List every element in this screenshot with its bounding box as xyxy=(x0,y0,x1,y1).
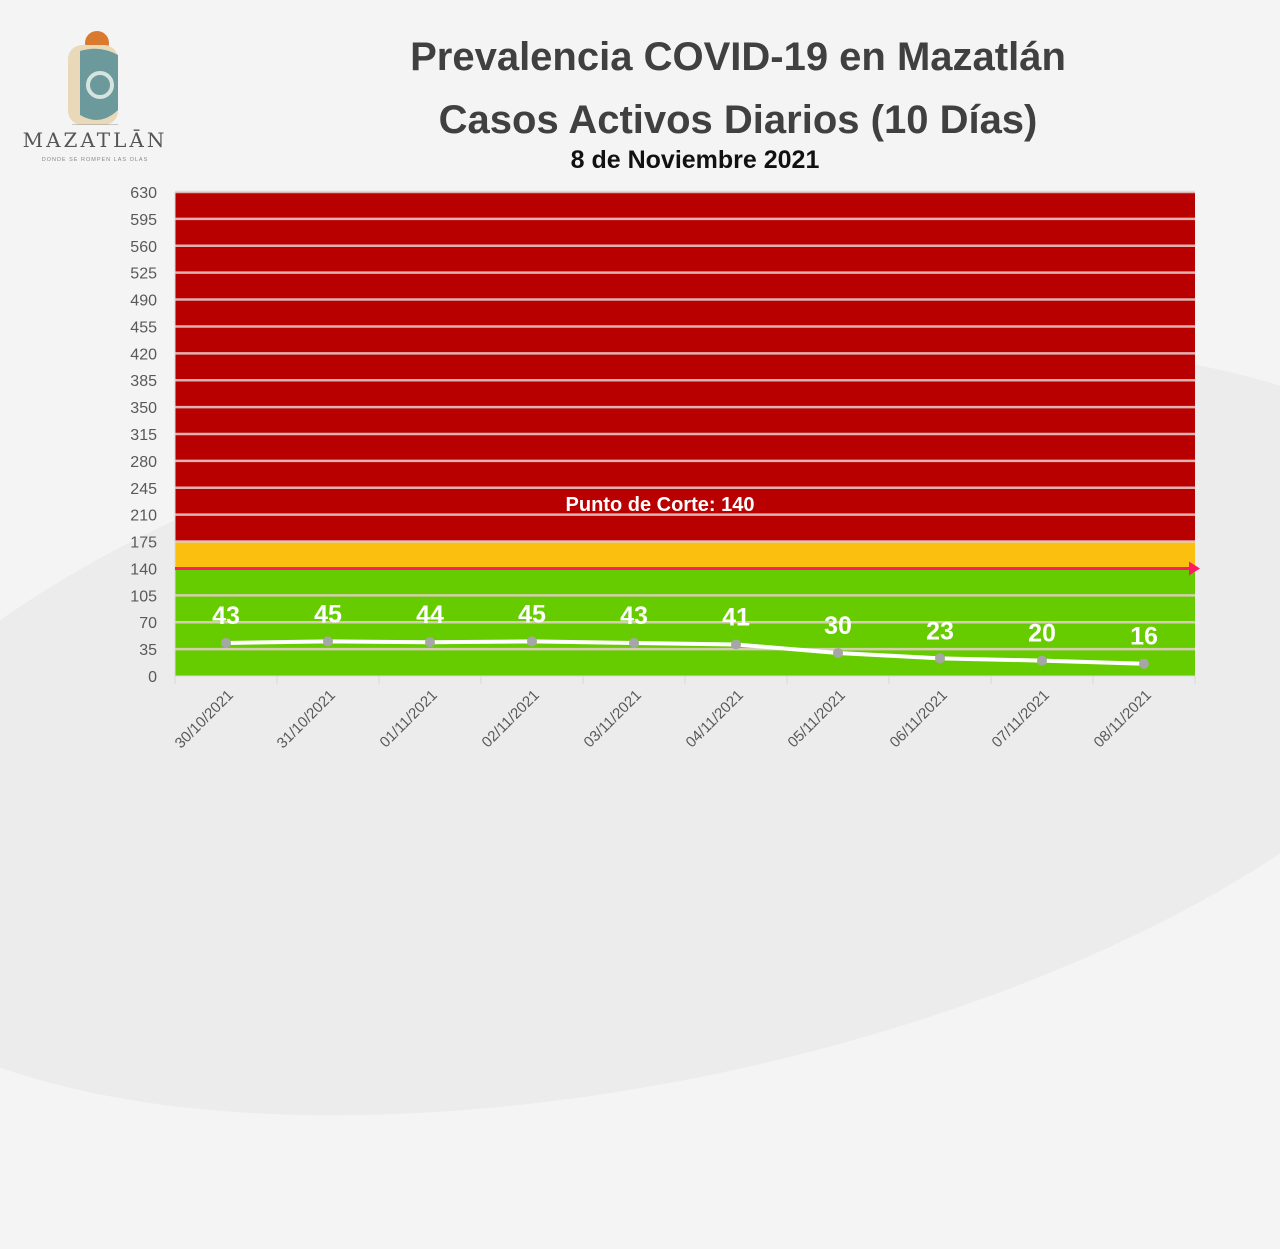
y-tick-label: 140 xyxy=(130,561,157,578)
y-tick-label: 315 xyxy=(130,427,157,444)
y-tick-label: 525 xyxy=(130,266,157,283)
data-label: 45 xyxy=(518,600,546,628)
x-tick-label: 02/11/2021 xyxy=(479,687,543,751)
x-tick-label: 30/10/2021 xyxy=(172,687,237,752)
chart-date: 8 de Noviembre 2021 xyxy=(570,146,820,174)
y-tick-label: 175 xyxy=(130,535,157,552)
x-tick-label: 08/11/2021 xyxy=(1091,687,1155,751)
y-tick-label: 385 xyxy=(130,373,157,390)
chart-title: Prevalencia COVID-19 en Mazatlán xyxy=(410,35,1066,79)
band-2 xyxy=(175,192,1195,542)
x-tick-label: 05/11/2021 xyxy=(785,687,849,751)
data-point xyxy=(731,639,741,650)
threshold-label: Punto de Corte: 140 xyxy=(566,494,755,516)
band-1 xyxy=(175,541,1195,569)
x-tick-label: 01/11/2021 xyxy=(377,687,441,751)
threshold-arrow-icon xyxy=(1189,561,1200,576)
y-tick-label: 350 xyxy=(130,400,157,417)
series-line xyxy=(225,639,1145,666)
y-tick-label: 280 xyxy=(130,454,157,471)
y-tick-label: 595 xyxy=(130,212,157,229)
y-tick-label: 105 xyxy=(130,588,157,605)
data-label: 16 xyxy=(1130,623,1158,651)
x-tick-label: 07/11/2021 xyxy=(989,687,1053,751)
y-tick-label: 630 xyxy=(130,185,157,202)
chart-subtitle: Casos Activos Diarios (10 Días) xyxy=(438,98,1038,142)
data-point xyxy=(527,636,537,647)
data-point xyxy=(1037,655,1047,666)
logo-word: MAZATLĀN xyxy=(22,128,168,152)
y-tick-label: 490 xyxy=(130,293,157,310)
line-chart: 0 35 70 105 140 175 210 245 280 315 350 385 420 455 49… xyxy=(130,185,1200,752)
y-tick-label: 420 xyxy=(130,346,157,363)
data-point xyxy=(833,647,843,658)
data-label: 20 xyxy=(1028,620,1056,648)
y-tick-label: 0 xyxy=(148,669,157,686)
data-point xyxy=(1139,658,1149,669)
y-tick-label: 70 xyxy=(139,615,157,632)
mazatlan-logo: MAZATLĀN DONDE SE ROMPEN LAS OLAS xyxy=(20,15,170,170)
data-label: 23 xyxy=(926,617,954,645)
data-label: 41 xyxy=(722,604,750,632)
logo-emblem xyxy=(68,31,118,125)
y-tick-label: 455 xyxy=(130,319,157,336)
y-tick-label: 35 xyxy=(139,642,157,659)
logo-tagline: DONDE SE ROMPEN LAS OLAS xyxy=(41,157,149,163)
data-point xyxy=(323,636,333,647)
x-tick-label: 03/11/2021 xyxy=(581,687,645,751)
data-label: 43 xyxy=(620,602,648,630)
data-point xyxy=(221,637,231,648)
data-label: 43 xyxy=(212,602,240,630)
y-tick-label: 245 xyxy=(130,481,157,498)
x-tick-label: 06/11/2021 xyxy=(887,687,951,751)
y-tick-label: 560 xyxy=(130,239,157,256)
data-point xyxy=(935,653,945,664)
data-point xyxy=(629,637,639,648)
x-tick-label: 04/11/2021 xyxy=(683,687,747,751)
data-label: 30 xyxy=(824,612,852,640)
x-tick-label: 31/10/2021 xyxy=(274,687,339,752)
data-point xyxy=(425,637,435,648)
y-tick-label: 210 xyxy=(130,508,157,525)
data-label: 44 xyxy=(416,601,444,629)
data-label: 45 xyxy=(314,600,342,628)
